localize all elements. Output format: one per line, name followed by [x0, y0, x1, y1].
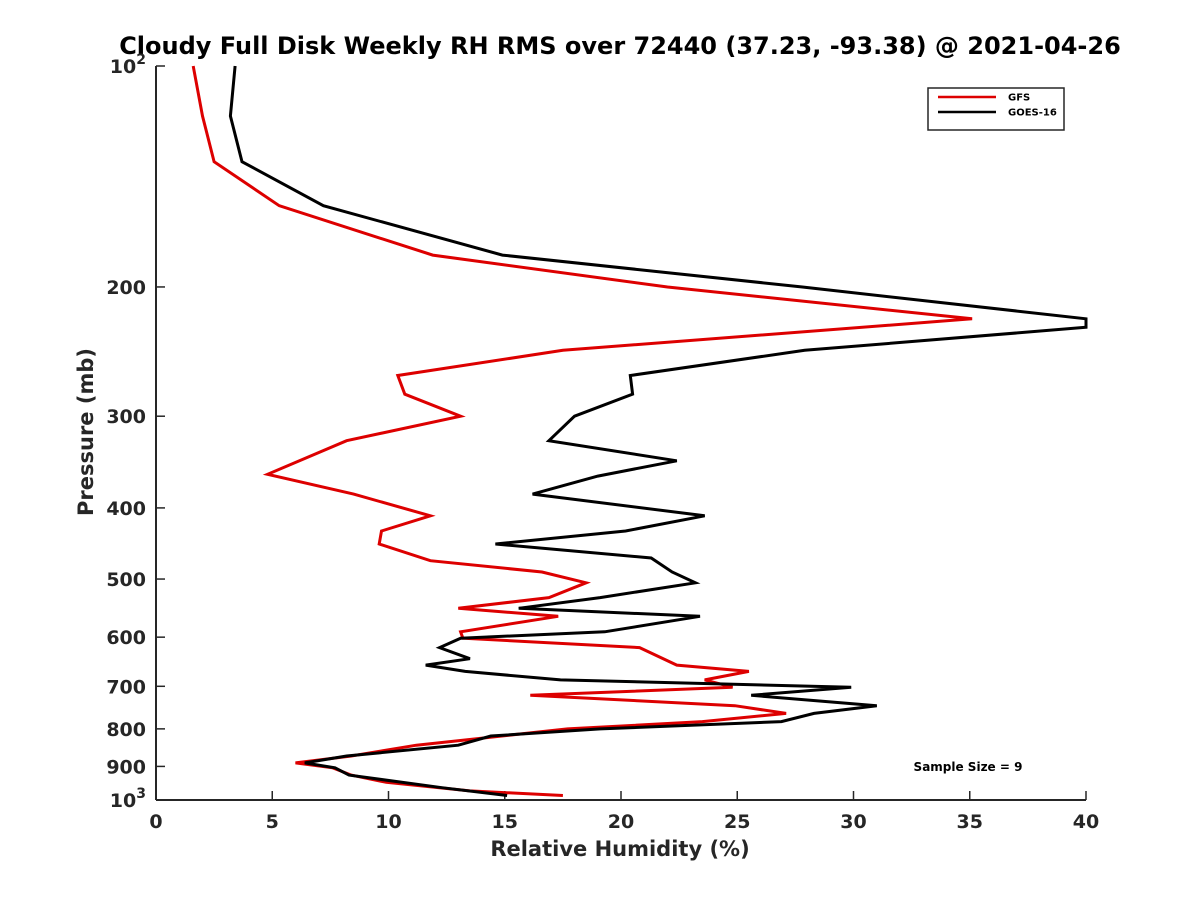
y-tick-label: 400	[106, 498, 146, 520]
series-layer	[191, 65, 1088, 797]
x-tick-label: 10	[375, 811, 401, 833]
y-tick-label: 700	[106, 676, 146, 698]
x-tick-label: 35	[957, 811, 983, 833]
y-tick-label: 600	[106, 627, 146, 649]
chart-title: Cloudy Full Disk Weekly RH RMS over 7244…	[119, 32, 1121, 60]
x-tick-label: 15	[492, 811, 518, 833]
y-tick-label: 300	[106, 406, 146, 428]
y-axis-label: Pressure (mb)	[74, 348, 98, 516]
legend-label: GOES-16	[1008, 108, 1057, 119]
x-axis-label: Relative Humidity (%)	[490, 837, 749, 861]
x-tick-label: 20	[608, 811, 634, 833]
y-tick-label: 800	[106, 719, 146, 741]
x-axis: 0 5 10 15 20 25 30 35 40	[149, 791, 1099, 833]
legend-box	[927, 87, 1065, 131]
legend: GFS GOES-16	[927, 87, 1065, 131]
x-tick-label: 25	[724, 811, 750, 833]
x-tick-label: 0	[149, 811, 162, 833]
x-tick-label: 40	[1073, 811, 1099, 833]
y-tick-label: 102	[110, 52, 146, 78]
y-tick-label: 900	[106, 756, 146, 778]
y-tick-label: 500	[106, 569, 146, 591]
x-tick-label: 30	[840, 811, 866, 833]
legend-label: GFS	[1008, 93, 1030, 104]
y-tick-label: 103	[110, 786, 146, 812]
series-line-gfs	[191, 65, 973, 797]
y-tick-label: 200	[106, 277, 146, 299]
series-line-goes-16	[228, 65, 1088, 797]
y-axis: 102 200 300 400 500 600 700 800 900 103	[106, 52, 165, 812]
sample-size-annotation: Sample Size = 9	[914, 760, 1023, 774]
x-tick-label: 5	[266, 811, 279, 833]
